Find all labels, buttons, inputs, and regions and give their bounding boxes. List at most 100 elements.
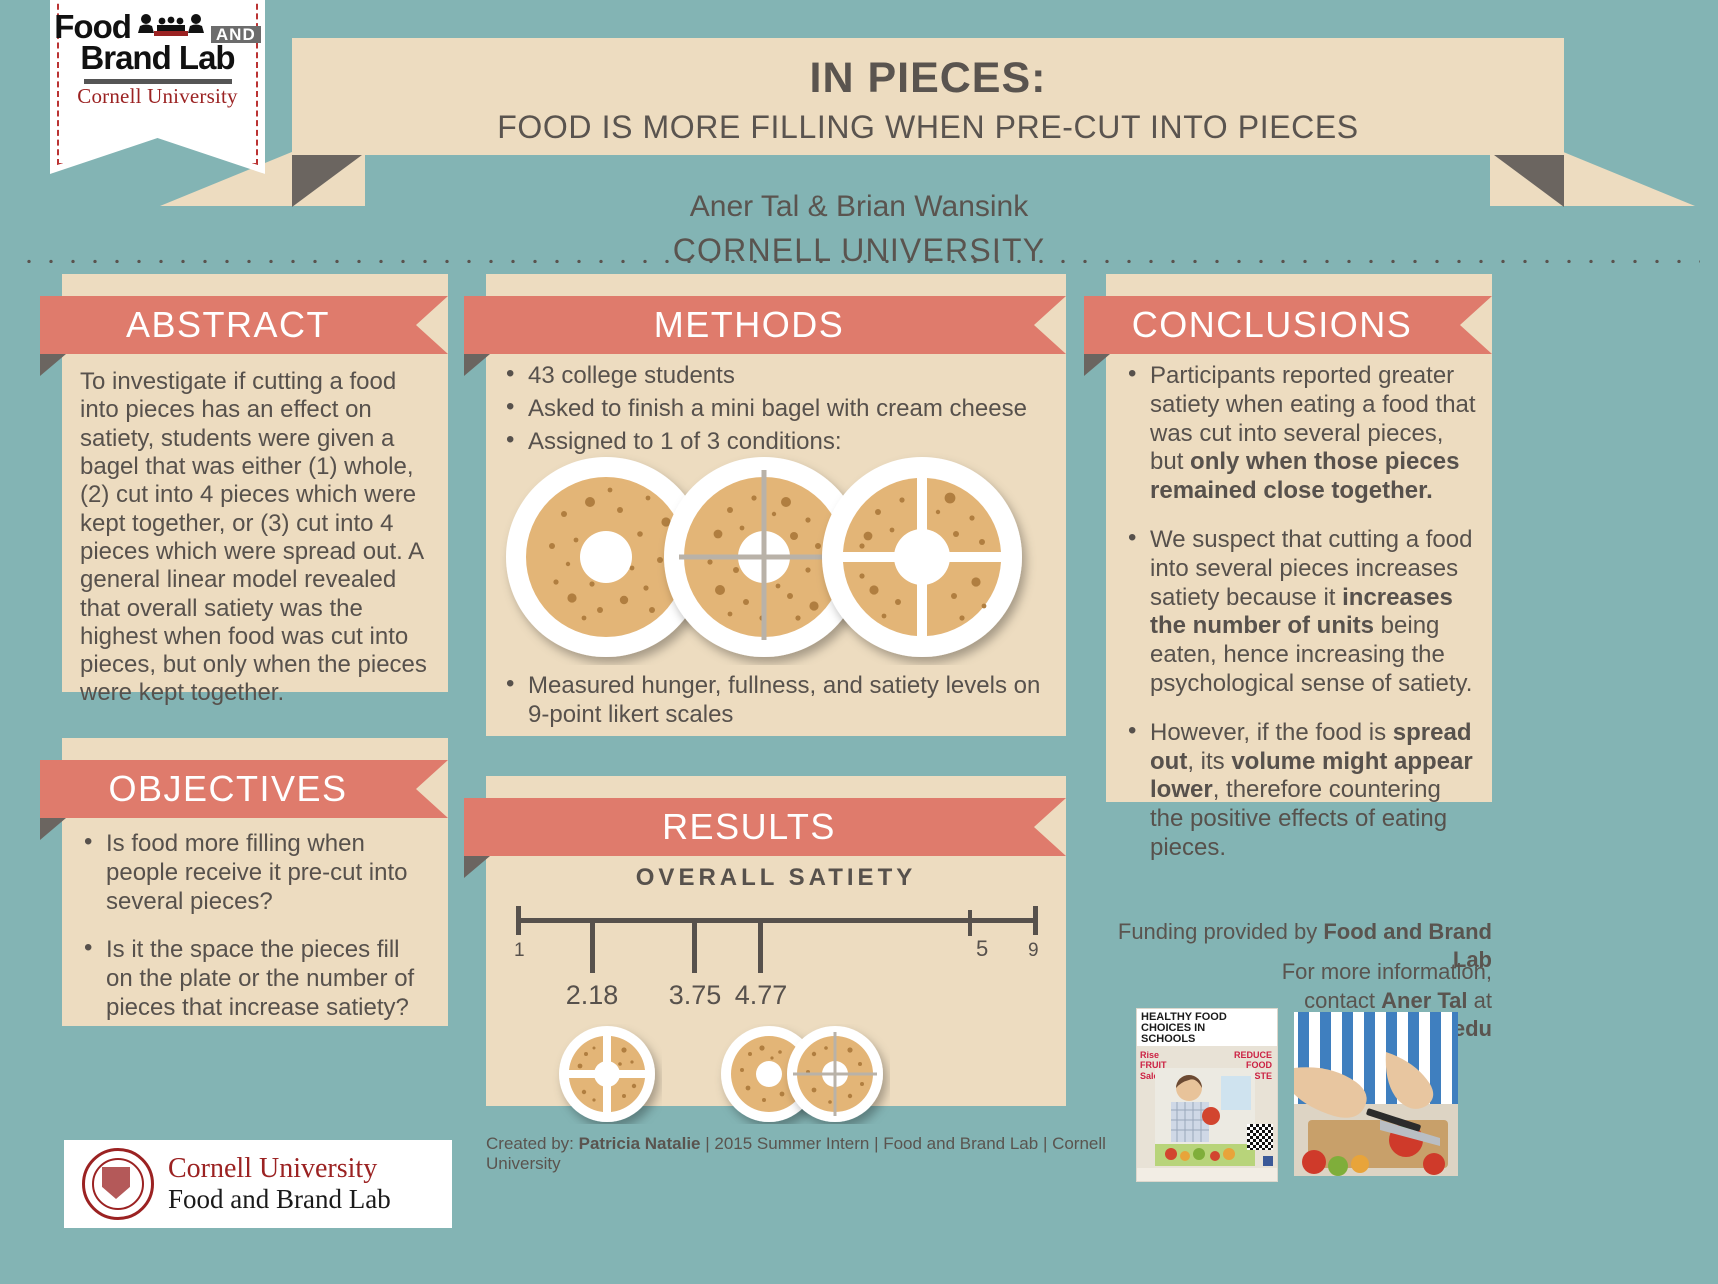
list-item: Participants reported greater satiety wh… xyxy=(1124,360,1480,506)
page-subtitle: FOOD IS MORE FILLING WHEN PRE-CUT INTO P… xyxy=(497,109,1359,145)
bagel-cut-4-spread-icon xyxy=(822,457,1022,657)
logo-word-brandlab: Brand Lab xyxy=(80,39,235,76)
bagel-cut-4-together-icon-small xyxy=(787,1026,883,1122)
objectives-ribbon: OBJECTIVES xyxy=(40,760,416,840)
data-value-label-3: 4.77 xyxy=(734,980,788,1010)
body-text: , therefore countering the positive effe… xyxy=(1150,776,1448,861)
abstract-text: To investigate if cutting a food into pi… xyxy=(80,368,427,707)
contact-line-1: For more information, xyxy=(1281,959,1492,984)
list-item: Asked to finish a mini bagel with cream … xyxy=(502,393,1062,424)
funding-org: Food and Brand Lab xyxy=(1323,919,1492,972)
emphasis-text: only when those pieces remained close to… xyxy=(1150,448,1460,505)
funding-prefix: Funding provided by xyxy=(1117,919,1324,944)
results-ribbon: RESULTS xyxy=(464,798,1034,878)
credit-rest: | 2015 Summer Intern | Food and Brand La… xyxy=(486,1134,1106,1173)
body-text: We suspect that cutting a food into seve… xyxy=(1150,525,1473,611)
objectives-list: Is food more filling when people receive… xyxy=(80,828,432,1023)
healthy-food-choices-poster-image: HEALTHY FOOD CHOICES IN SCHOOLS Rise FRU… xyxy=(1136,1008,1278,1182)
logo-rule xyxy=(83,79,232,84)
body-text: Participants reported greater satiety wh… xyxy=(1150,362,1476,476)
abstract-ribbon: ABSTRACT xyxy=(40,296,416,376)
body-text: However, if the food is xyxy=(1150,718,1393,746)
list-item: We suspect that cutting a food into seve… xyxy=(1124,524,1480,699)
methods-list: 43 college students Asked to finish a mi… xyxy=(502,360,1062,457)
list-item: Measured hunger, fullness, and satiety l… xyxy=(502,670,1062,730)
logo-word-food: Food xyxy=(54,8,132,45)
dotted-divider xyxy=(18,259,1700,263)
axis-line xyxy=(516,918,1038,923)
cornell-logo-line2: Food and Brand Lab xyxy=(168,1183,391,1214)
authors-line: Aner Tal & Brian Wansink xyxy=(689,190,1029,223)
data-marker-2 xyxy=(692,918,697,973)
photo-poster-left-1: Rise xyxy=(1140,1050,1160,1060)
contact-name: Aner Tal xyxy=(1381,987,1468,1013)
bagel-cut-4-spread-icon-small xyxy=(559,1026,655,1122)
list-item: Is it the space the pieces fill on the p… xyxy=(80,934,432,1022)
axis-label-mid: 5 xyxy=(976,936,989,961)
photo-poster-title-1: HEALTHY FOOD xyxy=(1141,1011,1227,1023)
photo-poster-left-3: Sales! xyxy=(1140,1070,1167,1081)
cornell-logo-line1: Cornell University xyxy=(168,1153,378,1185)
credit-prefix: Created by: xyxy=(486,1134,579,1153)
logo-cornell-university: Cornell University xyxy=(77,84,238,108)
body-text: being eaten, hence increasing the psycho… xyxy=(1150,612,1473,697)
bagel-conditions-illustration xyxy=(506,457,1022,657)
emphasis-text: increases the number of units xyxy=(1150,583,1453,640)
abstract-heading: ABSTRACT xyxy=(125,304,331,345)
axis-tick-end xyxy=(1033,906,1038,935)
list-item: Is food more filling when people receive… xyxy=(80,828,432,916)
axis-label-min: 1 xyxy=(514,940,525,961)
axis-label-max: 9 xyxy=(1028,940,1039,961)
hands-cutting-tomato-image xyxy=(1294,1012,1458,1176)
food-and-brand-lab-logo: Food AND Brand Lab xyxy=(50,0,265,174)
whole-bagel-icon xyxy=(506,457,706,657)
methods-ribbon: METHODS xyxy=(464,296,1034,376)
body-text: , its xyxy=(1187,747,1232,775)
data-marker-3 xyxy=(758,918,763,973)
methods-heading: METHODS xyxy=(653,304,845,345)
logo-word-and: AND xyxy=(210,26,261,43)
credit-author: Patricia Natalie xyxy=(578,1134,701,1153)
chart-title: OVERALL SATIETY xyxy=(635,864,917,891)
conclusions-list-container: Participants reported greater satiety wh… xyxy=(1124,360,1480,883)
objectives-heading: OBJECTIVES xyxy=(108,768,348,809)
results-heading: RESULTS xyxy=(662,806,836,847)
list-item: 43 college students xyxy=(502,360,1062,391)
contact-prefix: contact xyxy=(1304,987,1382,1013)
satiety-scale-chart: OVERALL SATIETY 1 9 5 2.18 3.75 4.77 xyxy=(486,860,1066,1122)
chart-axis: 1 9 5 2.18 3.75 4.77 xyxy=(514,906,1039,1010)
emphasis-text: spread out xyxy=(1150,718,1472,775)
photo-poster-title-3: SCHOOLS xyxy=(1141,1033,1196,1045)
data-value-label-1: 2.18 xyxy=(565,980,619,1010)
cornell-food-brand-lab-logo: Cornell University Food and Brand Lab xyxy=(64,1140,452,1228)
photo-poster-right-1: REDUCE xyxy=(1233,1050,1272,1060)
axis-tick-start xyxy=(516,906,521,935)
title-banner: IN PIECES: FOOD IS MORE FILLING WHEN PRE… xyxy=(292,38,1564,155)
data-value-label-2: 3.75 xyxy=(668,980,722,1010)
methods-footer-container: Measured hunger, fullness, and satiety l… xyxy=(502,670,1062,734)
data-marker-1 xyxy=(590,918,595,973)
photo-poster-right-2: FOOD xyxy=(1246,1060,1272,1071)
conclusions-heading: CONCLUSIONS xyxy=(1131,304,1413,345)
conclusions-list: Participants reported greater satiety wh… xyxy=(1124,360,1480,863)
objectives-list-container: Is food more filling when people receive… xyxy=(80,828,432,1043)
bagel-cut-4-together-icon xyxy=(664,457,864,657)
methods-footer-list: Measured hunger, fullness, and satiety l… xyxy=(502,670,1062,730)
photo-poster-title-2: CHOICES IN xyxy=(1141,1022,1206,1034)
photo-poster-left-2: FRUIT xyxy=(1140,1060,1167,1071)
page-title: IN PIECES: xyxy=(809,54,1047,102)
photo-poster-right-3: WASTE xyxy=(1239,1070,1272,1081)
methods-list-container: 43 college students Asked to finish a mi… xyxy=(502,360,1062,460)
conclusions-ribbon: CONCLUSIONS xyxy=(1084,296,1460,376)
cornell-seal-icon xyxy=(82,1148,154,1220)
poster-credit: Created by: Patricia Natalie | 2015 Summ… xyxy=(486,1134,1106,1174)
affiliation-line: CORNELL UNIVERSITY xyxy=(672,232,1046,268)
contact-mid: at xyxy=(1467,987,1492,1013)
axis-tick-mid xyxy=(968,910,972,936)
people-at-table-icon xyxy=(136,13,206,43)
list-item: However, if the food is spread out, its … xyxy=(1124,717,1480,863)
emphasis-text: volume might appear lower xyxy=(1150,747,1473,804)
facebook-icon xyxy=(1263,1156,1273,1166)
list-item: Assigned to 1 of 3 conditions: xyxy=(502,426,1062,457)
